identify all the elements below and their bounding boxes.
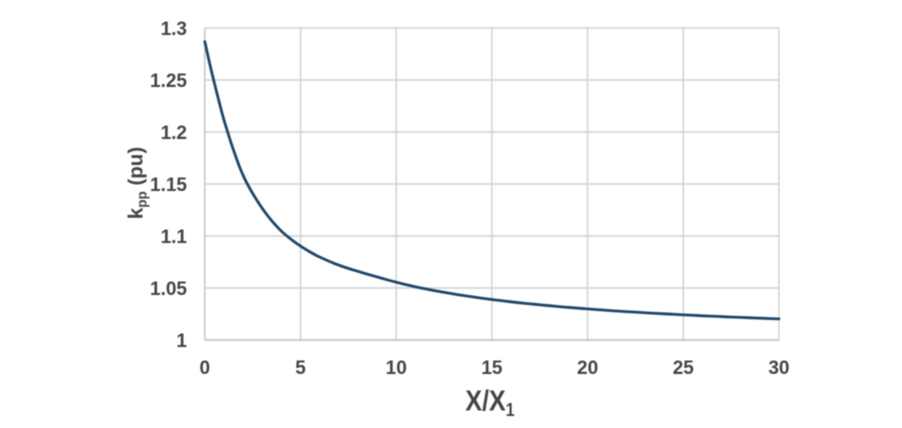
svg-text:1.3: 1.3	[161, 19, 187, 40]
svg-text:15: 15	[481, 358, 503, 379]
svg-text:1: 1	[176, 331, 187, 352]
svg-text:1.25: 1.25	[150, 71, 187, 92]
svg-text:25: 25	[673, 358, 695, 379]
svg-text:1.1: 1.1	[161, 227, 188, 248]
svg-text:10: 10	[386, 358, 407, 379]
svg-text:5: 5	[295, 358, 306, 379]
svg-text:1.2: 1.2	[161, 123, 187, 144]
svg-text:kpp (pu): kpp (pu)	[125, 147, 150, 219]
svg-text:1.05: 1.05	[150, 279, 187, 300]
svg-text:0: 0	[200, 358, 211, 379]
svg-text:20: 20	[577, 358, 598, 379]
svg-text:30: 30	[768, 358, 789, 379]
svg-text:1.15: 1.15	[150, 175, 187, 196]
